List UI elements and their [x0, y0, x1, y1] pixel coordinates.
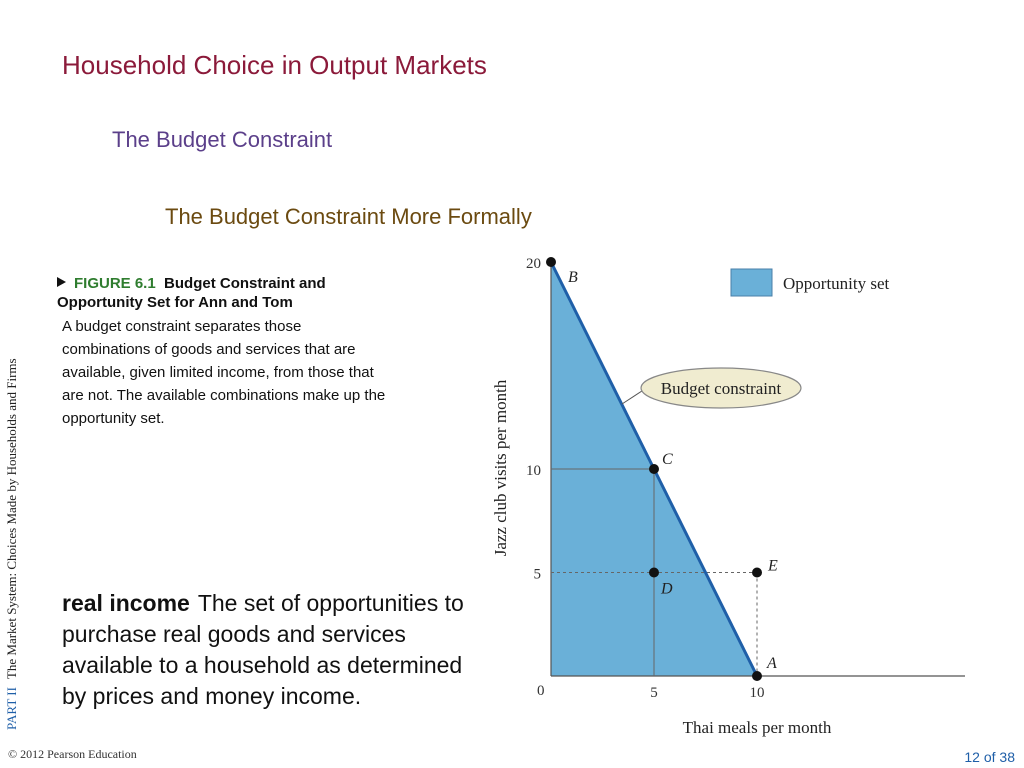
definition-block: real income The set of opportunities to p…	[62, 588, 467, 712]
figure-description: A budget constraint separates those comb…	[62, 318, 386, 427]
legend-swatch	[730, 268, 773, 297]
x-axis-label: Thai meals per month	[683, 718, 832, 737]
point-b	[546, 257, 556, 267]
y-tick-label-20: 20	[526, 256, 541, 272]
point-label-c: C	[662, 451, 673, 468]
x-tick-label-0: 0	[537, 683, 545, 699]
page-number: 12 of 38	[964, 749, 1015, 765]
section-subheading: The Budget Constraint More Formally	[165, 204, 532, 229]
x-tick-label-10: 10	[750, 685, 765, 701]
figure-number: FIGURE 6.1	[74, 275, 156, 292]
point-a	[752, 671, 762, 681]
callout-bubble	[640, 367, 802, 409]
point-c	[649, 464, 659, 474]
figure-caption: FIGURE 6.1 Budget Constraint and Opportu…	[57, 274, 387, 430]
point-d	[649, 567, 659, 578]
copyright-notice: © 2012 Pearson Education	[8, 747, 137, 761]
definition-text: The set of opportunities to purchase rea…	[62, 590, 464, 709]
legend-label: Opportunity set	[783, 274, 890, 293]
triangle-bullet-icon	[57, 277, 66, 287]
section-subtitle: The Budget Constraint	[112, 127, 333, 152]
page-title: Household Choice in Output Markets	[62, 50, 487, 80]
x-tick-label-5: 5	[650, 685, 658, 701]
figure-title: Budget Constraint and Opportunity Set fo…	[57, 275, 326, 311]
point-label-e: E	[767, 558, 778, 575]
callout-label: Budget constraint	[661, 379, 782, 398]
y-axis-label: Jazz club visits per month	[491, 379, 510, 556]
figure-heading: FIGURE 6.1 Budget Constraint and Opportu…	[57, 274, 387, 312]
callout-leader	[621, 388, 646, 405]
definition-term: real income	[62, 590, 190, 616]
point-label-a: A	[766, 655, 777, 672]
y-tick-label-5: 5	[534, 567, 542, 583]
point-label-b: B	[568, 269, 578, 286]
point-e	[752, 567, 762, 578]
point-label-d: D	[660, 581, 673, 598]
y-tick-label-10: 10	[526, 463, 541, 479]
